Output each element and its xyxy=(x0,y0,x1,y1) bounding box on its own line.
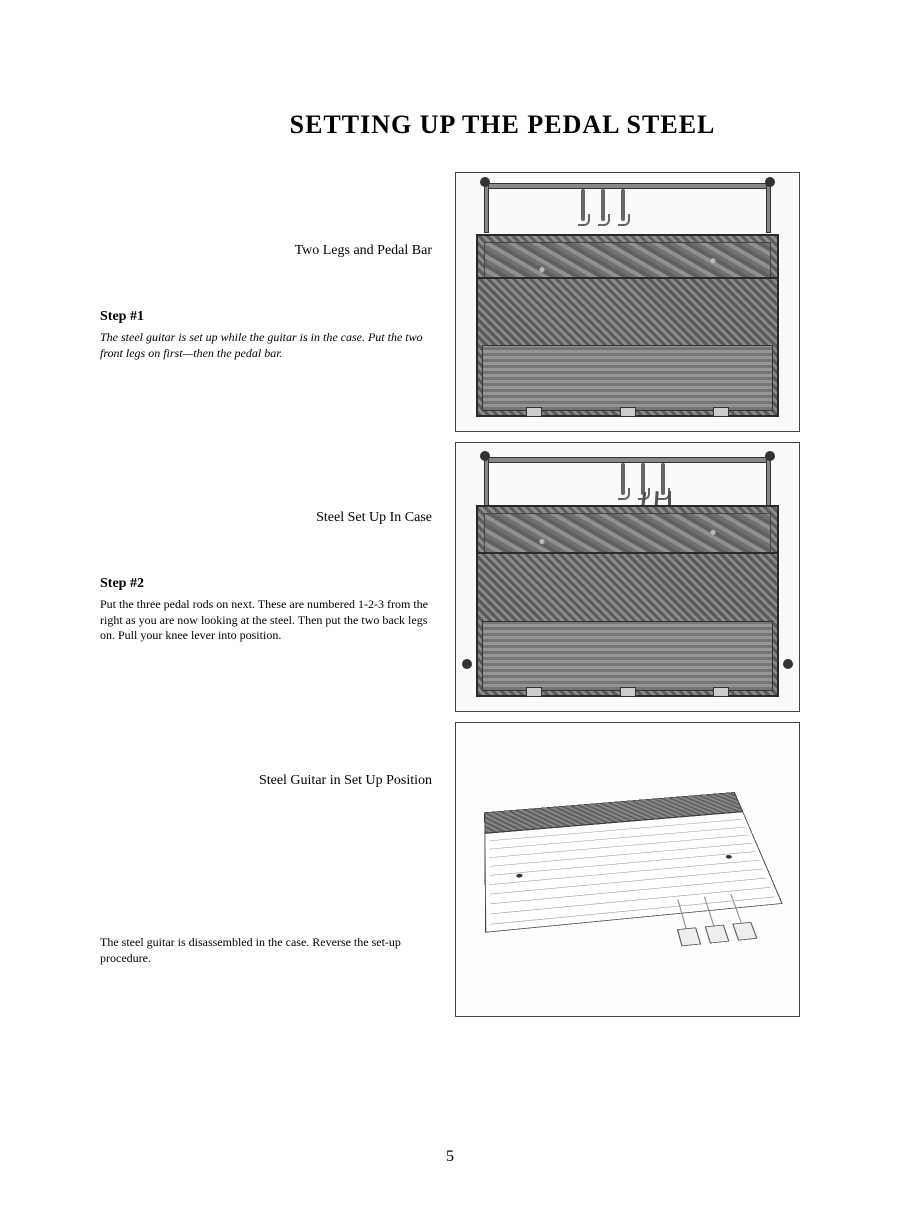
latch-icon xyxy=(526,407,542,417)
step-1-text: The steel guitar is set up while the gui… xyxy=(100,330,440,361)
pedal-hook-icon xyxy=(621,189,625,221)
leg-knob-icon xyxy=(783,659,793,669)
guitar-body-illustration xyxy=(484,792,796,966)
caption-1: Two Legs and Pedal Bar xyxy=(100,243,440,259)
step-3-text: The steel guitar is disassembled in the … xyxy=(100,935,440,966)
pedal-hook-icon xyxy=(581,189,585,221)
pedal-bar-illustration xyxy=(484,457,771,463)
pedal-upright xyxy=(484,183,489,233)
caption-3: Steel Guitar in Set Up Position xyxy=(100,773,440,789)
latch-icon xyxy=(713,687,729,697)
leg-knob-icon xyxy=(765,451,775,461)
leg-knob-icon xyxy=(765,177,775,187)
image-steel-set-up-position xyxy=(455,722,800,1017)
section-1: Two Legs and Pedal Bar Step #1 The steel… xyxy=(100,172,815,432)
case-interior-illustration xyxy=(482,621,773,691)
section-3-image xyxy=(455,722,800,1017)
latch-icon xyxy=(526,687,542,697)
latch-icon xyxy=(620,687,636,697)
pedal-hook-icon xyxy=(601,189,605,221)
page-number: 5 xyxy=(0,1148,900,1166)
pedal-bar-illustration xyxy=(484,183,771,189)
step-2-text: Put the three pedal rods on next. These … xyxy=(100,597,440,644)
section-2: Steel Set Up In Case Step #2 Put the thr… xyxy=(100,442,815,712)
latch-icon xyxy=(713,407,729,417)
pedal-upright xyxy=(766,183,771,233)
caption-2: Steel Set Up In Case xyxy=(100,510,440,526)
image-two-legs-pedal-bar xyxy=(455,172,800,432)
step-1-label: Step #1 xyxy=(100,309,440,325)
page: SETTING UP THE PEDAL STEEL Two Legs and … xyxy=(0,0,900,1077)
section-3: Steel Guitar in Set Up Position The stee… xyxy=(100,722,815,1017)
case-interior-illustration xyxy=(482,345,773,411)
section-1-text: Two Legs and Pedal Bar Step #1 The steel… xyxy=(100,243,455,361)
section-2-text: Steel Set Up In Case Step #2 Put the thr… xyxy=(100,510,455,644)
pedal-hook-icon xyxy=(641,463,645,495)
leg-knob-icon xyxy=(462,659,472,669)
section-1-image xyxy=(455,172,800,432)
page-title: SETTING UP THE PEDAL STEEL xyxy=(190,110,815,140)
latch-icon xyxy=(620,407,636,417)
leg-knob-icon xyxy=(480,177,490,187)
image-steel-set-up-in-case xyxy=(455,442,800,712)
section-3-text: Steel Guitar in Set Up Position The stee… xyxy=(100,773,455,966)
pedal-hook-icon xyxy=(661,463,665,495)
pedal-hook-icon xyxy=(621,463,625,495)
section-2-image xyxy=(455,442,800,712)
step-2-label: Step #2 xyxy=(100,576,440,592)
leg-knob-icon xyxy=(480,451,490,461)
